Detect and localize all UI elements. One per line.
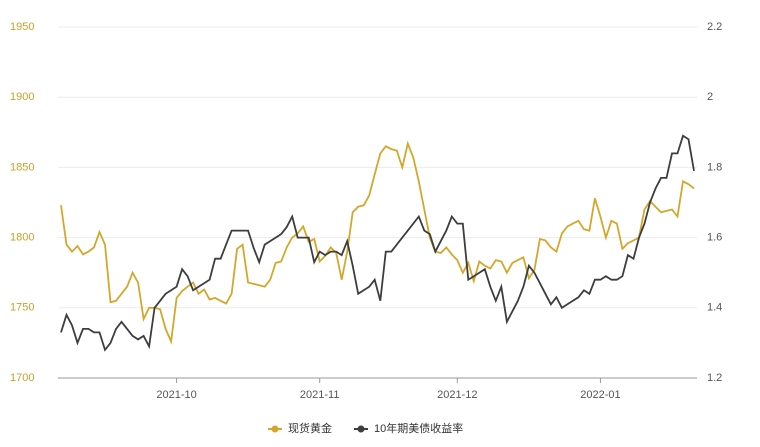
y2-tick-label: 1.6 xyxy=(707,232,722,244)
x-tick-label: 2021-11 xyxy=(300,389,340,401)
y-tick-label: 1950 xyxy=(10,21,34,33)
x-tick-label: 2021-10 xyxy=(156,389,196,401)
legend-marker xyxy=(357,425,365,433)
y2-tick-label: 1.2 xyxy=(707,372,722,384)
y2-tick-label: 1.4 xyxy=(707,302,722,314)
y2-tick-label: 1.8 xyxy=(707,161,722,173)
legend-marker xyxy=(271,425,279,433)
x-tick-label: 2021-12 xyxy=(437,389,477,401)
y-tick-label: 1900 xyxy=(10,91,34,103)
y-tick-label: 1800 xyxy=(10,232,34,244)
y-tick-label: 1700 xyxy=(10,372,34,384)
y-tick-label: 1850 xyxy=(10,161,34,173)
series-line xyxy=(60,140,695,345)
y2-tick-label: 2.2 xyxy=(707,21,722,33)
legend-label: 10年期美债收益率 xyxy=(374,421,463,435)
series-line xyxy=(60,134,695,352)
y-tick-label: 1750 xyxy=(10,302,34,314)
x-tick-label: 2022-01 xyxy=(580,389,620,401)
legend-label: 现货黄金 xyxy=(288,421,332,435)
y2-tick-label: 2 xyxy=(707,91,713,103)
